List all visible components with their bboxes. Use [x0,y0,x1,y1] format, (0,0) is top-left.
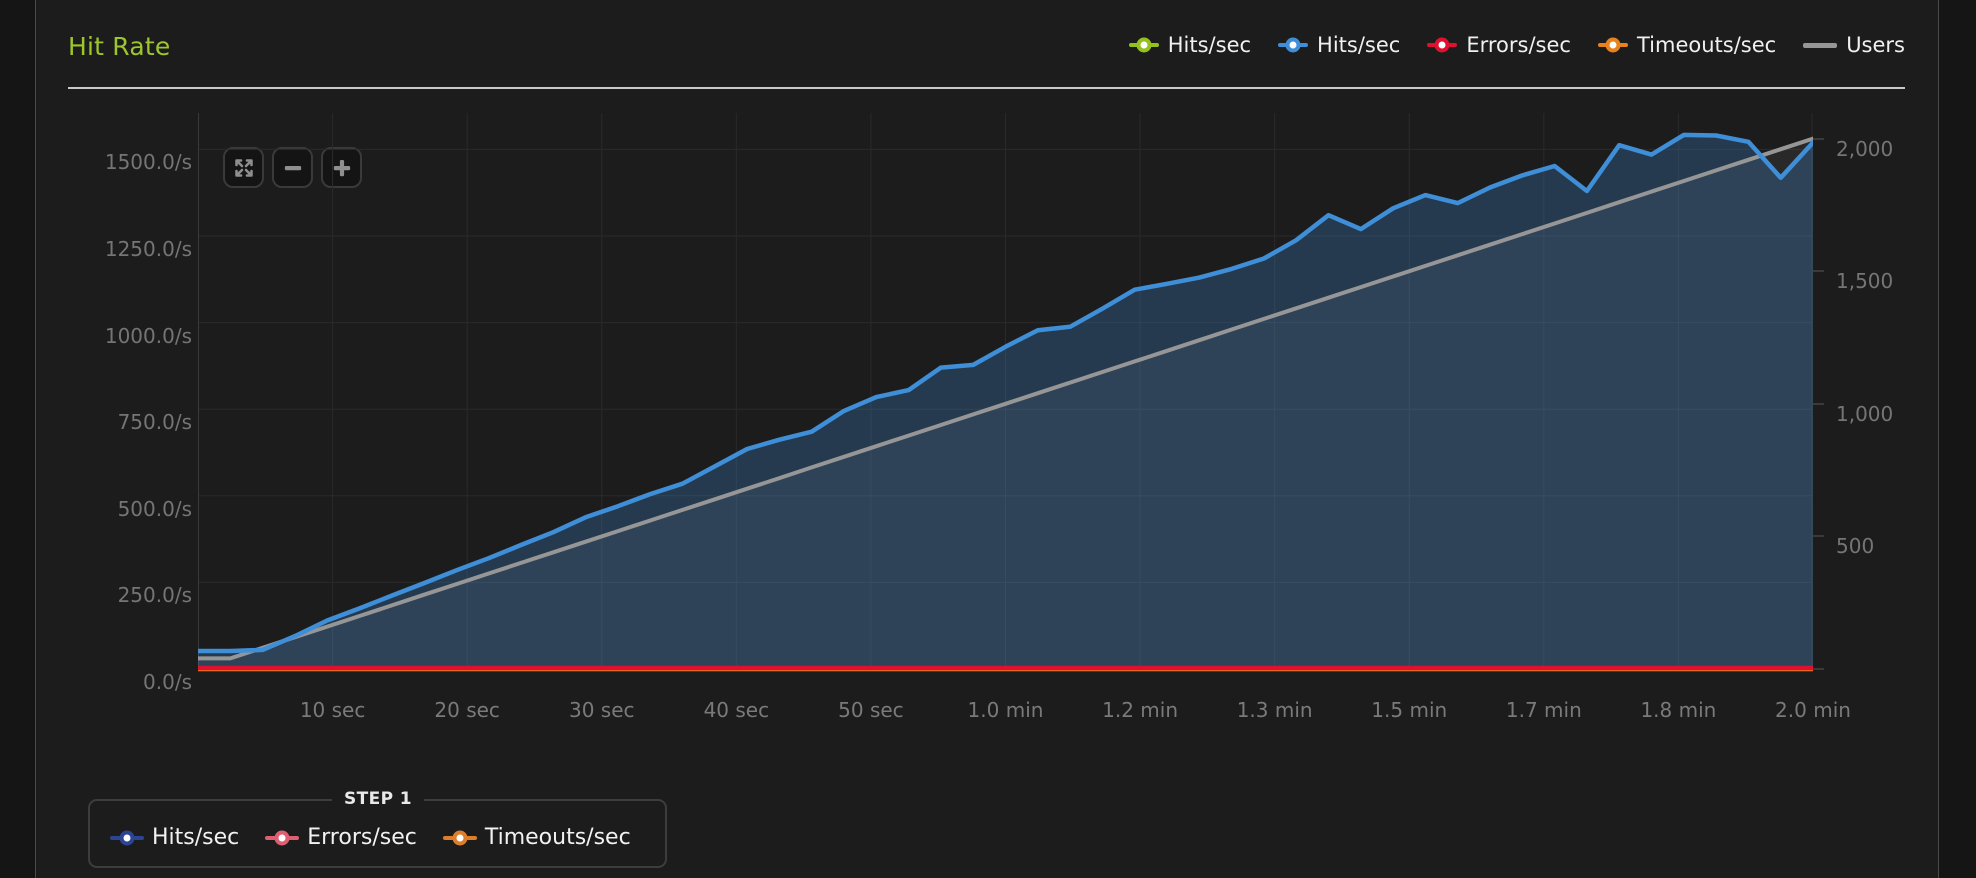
right-axis-tick-label: 500 [1836,534,1875,559]
left-axis-tick-label: 1000.0/s [104,323,192,348]
left-axis-tick-label: 1250.0/s [104,237,192,261]
legend-item-label: Hits/sec [1317,33,1401,57]
right-axis-tick-mark [1813,137,1824,140]
x-axis-tick-label: 1.0 min [967,698,1044,722]
page-title: Hit Rate [68,32,171,61]
hits-sec-marker-icon [110,830,144,846]
timeouts-sec-marker-icon [1597,37,1628,53]
legend-item-label: Users [1846,33,1905,57]
timeouts-sec-marker-icon [442,830,477,846]
right-axis-tick-mark [1813,270,1824,273]
right-axis-tick-label: 1,000 [1836,401,1894,426]
legend-item-hits-sec-0[interactable]: Hits/sec [1128,33,1252,57]
left-axis-tick-label: 500.0/s [117,496,192,521]
x-axis-tick-label: 40 sec [703,698,770,722]
hits-sec-marker-icon [1278,37,1309,53]
x-axis-tick-label: 2.0 min [1775,698,1851,722]
header-legend: Hits/sec Hits/sec Errors/sec Timeouts/sec Us… [1128,33,1905,57]
x-axis-tick-label: 50 sec [838,698,904,722]
step-legend-item-errors-sec[interactable]: Errors/sec [265,825,417,850]
step-legend-item-label: Errors/sec [307,825,417,850]
reset-zoom-button[interactable] [223,147,264,188]
legend-item-users-4[interactable]: Users [1803,33,1905,57]
hits-sec-marker-icon [1128,37,1159,53]
legend-item-errors-sec-2[interactable]: Errors/sec [1427,33,1571,57]
x-axis-tick-label: 10 sec [299,698,366,722]
right-axis-tick-mark [1813,668,1824,670]
x-axis-tick-label: 1.2 min [1102,698,1179,722]
right-axis-tick-mark [1813,535,1824,538]
step-legend-item-timeouts-sec[interactable]: Timeouts/sec [442,825,631,850]
legend-item-timeouts-sec-3[interactable]: Timeouts/sec [1597,33,1777,57]
legend-item-hits-sec-1[interactable]: Hits/sec [1278,33,1400,57]
zoom-out-button[interactable] [272,147,313,188]
x-axis-tick-label: 1.8 min [1640,698,1717,722]
hit-rate-chart[interactable] [198,105,1813,673]
errors-sec-marker-icon [265,830,300,846]
left-axis-tick-label: 750.0/s [117,410,192,435]
plus-icon [333,159,350,176]
legend-item-label: Timeouts/sec [1636,33,1777,57]
users-line [198,136,1813,661]
step-legend-title: STEP 1 [331,789,425,809]
x-axis-tick-label: 1.7 min [1505,698,1582,722]
chart-zoom-toolbar [223,147,362,188]
zoom-in-button[interactable] [321,147,362,188]
left-axis-tick-label: 0.0/s [143,670,192,694]
left-axis-tick-label: 250.0/s [117,583,192,608]
legend-item-label: Errors/sec [1466,33,1571,57]
hits-line [198,132,1813,654]
users-line-swatch-icon [1803,42,1838,48]
errors-sec-marker-icon [1427,37,1458,53]
step-legend: Hits/sec Errors/sec Timeouts/sec [88,799,667,868]
x-axis-tick-label: 30 sec [568,698,635,722]
legend-item-label: Hits/sec [1167,33,1252,57]
x-axis-tick-label: 1.5 min [1371,698,1448,722]
minus-icon [284,165,301,170]
header-divider [68,87,1905,89]
step-legend-item-label: Hits/sec [152,825,240,850]
step-legend-item-hits-sec[interactable]: Hits/sec [110,825,239,850]
right-axis-tick-mark [1813,402,1824,405]
x-axis-tick-label: 1.3 min [1236,698,1313,722]
right-axis-tick-label: 2,000 [1836,136,1894,161]
left-axis-tick-label: 1500.0/s [104,150,192,175]
expand-icon [234,158,253,177]
x-axis-tick-label: 20 sec [434,698,500,722]
step-legend-item-label: Timeouts/sec [484,825,631,850]
right-axis-tick-label: 1,500 [1836,269,1894,294]
